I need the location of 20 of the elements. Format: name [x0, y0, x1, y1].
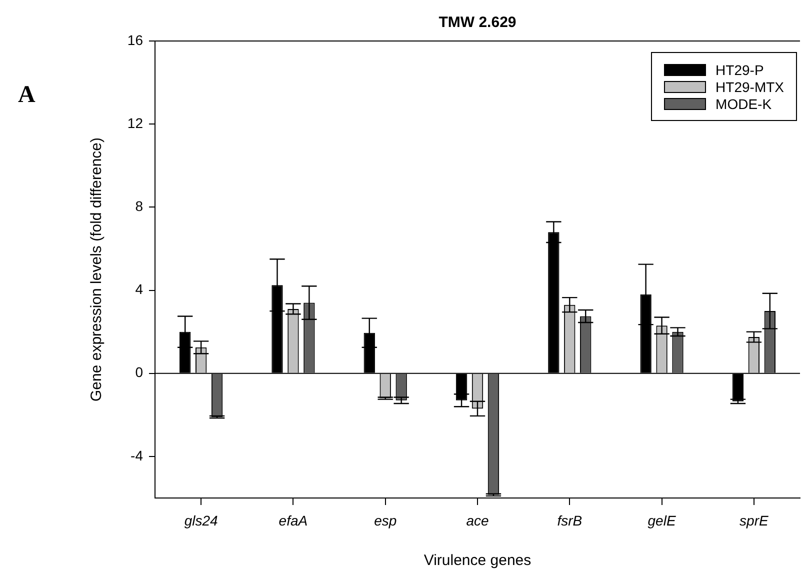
y-tick-label: 0	[135, 364, 144, 380]
y-tick-label: -4	[130, 447, 144, 464]
y-tick-label: 4	[135, 281, 144, 298]
x-tick-label: gelE	[648, 512, 676, 528]
y-tick-label: 16	[127, 32, 144, 48]
x-tick-label: sprE	[740, 512, 769, 528]
text: A	[18, 82, 36, 109]
legend-label: MODE-K	[716, 96, 772, 112]
x-axis-title: Virulence genes	[424, 552, 532, 570]
legend-label: HT29-MTX	[716, 78, 784, 94]
y-axis-title: Gene expression levels (fold difference)	[88, 137, 106, 402]
x-tick-label: esp	[374, 512, 397, 528]
y-tick-label: 12	[127, 114, 144, 131]
x-tick-label: fsrB	[557, 512, 582, 528]
x-tick-label: efaA	[278, 512, 308, 528]
legend-label: HT29-P	[716, 62, 764, 78]
x-tick-label: ace	[466, 512, 489, 528]
y-tick-label: 8	[135, 198, 144, 214]
x-tick-label: gls24	[184, 512, 218, 528]
chart-title: TMW 2.629	[438, 14, 516, 31]
